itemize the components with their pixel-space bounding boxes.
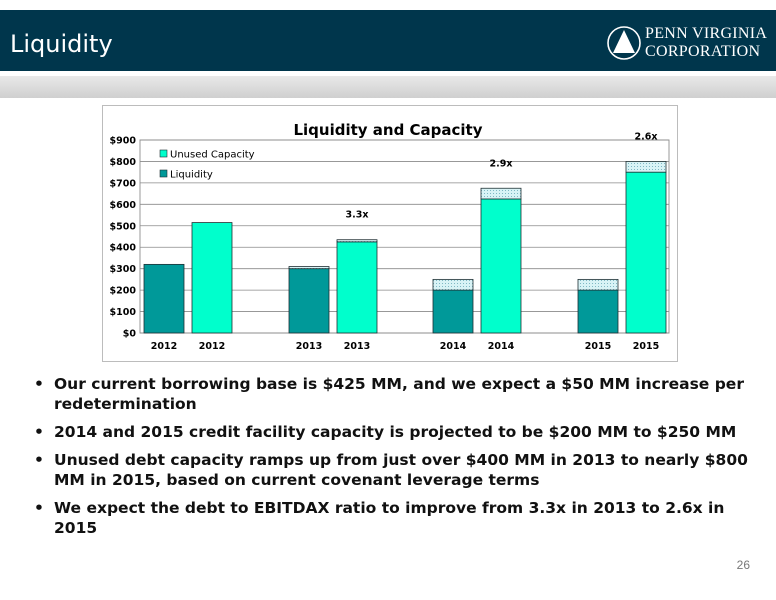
chart-title: Liquidity and Capacity	[293, 121, 482, 139]
ratio-annotation: 3.3x	[346, 210, 369, 221]
x-tick-label: 2012	[199, 341, 225, 352]
y-tick-label: $200	[110, 286, 137, 297]
chart-legend: Unused Capacity Liquidity	[159, 149, 255, 181]
chart-canvas: Liquidity and Capacity $0 $100 $200 $300 $40…	[110, 121, 670, 352]
bar-range-segment	[288, 266, 330, 270]
x-tick-label: 2015	[585, 341, 611, 352]
legend-label: Liquidity	[170, 170, 213, 181]
bullet-item: Our current borrowing base is $425 MM, a…	[32, 374, 752, 414]
bullet-item: Unused debt capacity ramps up from just …	[32, 450, 752, 490]
y-tick-label: $500	[110, 221, 137, 232]
ratio-annotation: 2.9x	[490, 158, 513, 169]
bar-unused-capacity	[191, 222, 233, 334]
bar-liquidity	[432, 289, 474, 334]
y-tick-label: $900	[110, 136, 137, 147]
bar-unused-capacity	[625, 171, 667, 334]
y-tick-label: $100	[110, 307, 137, 318]
company-logo: PENN VIRGINIA CORPORATION	[607, 25, 767, 63]
logo-text-line2: CORPORATION	[645, 43, 761, 60]
y-tick-label: $300	[110, 264, 137, 275]
bar-range-segment	[625, 161, 667, 173]
legend-label: Unused Capacity	[170, 150, 255, 161]
bar-range-segment	[336, 239, 378, 243]
y-axis: $0 $100 $200 $300 $400 $500 $600 $700 $800 $900	[110, 136, 137, 340]
bar-range-segment	[432, 278, 474, 291]
x-axis: 2012 2012 2013 2013 2014 2014 2015 2015	[151, 341, 659, 352]
logo-text-line1: PENN VIRGINIA	[645, 25, 768, 42]
bar-range-segment	[577, 278, 619, 291]
liquidity-chart: Liquidity and Capacity $0 $100 $200 $300 $40…	[102, 105, 678, 362]
slide-header	[0, 10, 776, 71]
bullet-item: We expect the debt to EBITDAX ratio to i…	[32, 498, 752, 538]
x-tick-label: 2015	[633, 341, 659, 352]
bar-range-segment	[480, 187, 522, 200]
legend-swatch	[159, 149, 168, 158]
header-divider-bar	[0, 76, 776, 98]
bar-liquidity	[143, 263, 185, 334]
y-tick-label: $400	[110, 243, 137, 254]
slide-title: Liquidity	[10, 30, 113, 58]
y-tick-label: $700	[110, 178, 137, 189]
y-tick-label: $800	[110, 157, 137, 168]
bar-liquidity	[288, 268, 330, 334]
chart-grid	[139, 139, 670, 334]
bar-liquidity	[577, 289, 619, 334]
page-number: 26	[736, 558, 750, 572]
bullet-list: Our current borrowing base is $425 MM, a…	[32, 374, 752, 546]
x-tick-label: 2013	[344, 341, 370, 352]
y-tick-label: $600	[110, 200, 137, 211]
x-tick-label: 2014	[440, 341, 467, 352]
chart-bars: 3.3x 2.9x 2.6x	[143, 131, 667, 334]
triangle-logo-icon	[607, 26, 641, 60]
bar-unused-capacity	[480, 198, 522, 334]
y-tick-label: $0	[123, 329, 137, 340]
x-tick-label: 2012	[151, 341, 177, 352]
ratio-annotation: 2.6x	[635, 131, 658, 142]
x-tick-label: 2014	[488, 341, 515, 352]
bar-unused-capacity	[336, 241, 378, 334]
bullet-item: 2014 and 2015 credit facility capacity i…	[32, 422, 752, 442]
legend-swatch	[159, 169, 168, 178]
x-tick-label: 2013	[296, 341, 322, 352]
